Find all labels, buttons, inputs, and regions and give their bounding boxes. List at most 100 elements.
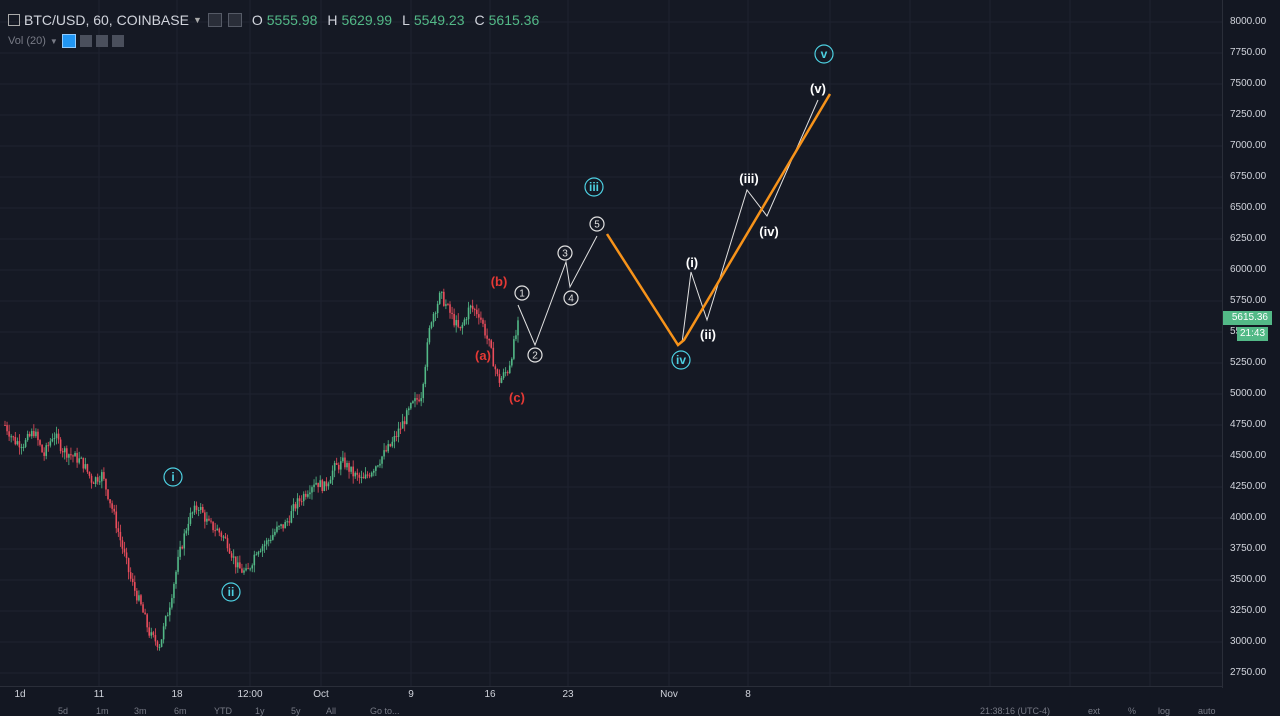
low-value: 5549.23 <box>413 12 465 28</box>
price-tick-label: 3500.00 <box>1230 574 1267 585</box>
candle-body <box>204 512 206 522</box>
time-tick-label: Oct <box>313 689 329 700</box>
candle-body <box>356 472 359 475</box>
range-button[interactable]: 5y <box>291 706 301 716</box>
range-button[interactable]: 1m <box>96 706 109 716</box>
candle-body <box>335 463 338 465</box>
settings-icon[interactable] <box>207 13 222 27</box>
candle-body <box>115 511 118 529</box>
wave-circle <box>563 290 579 306</box>
candle-body <box>302 493 305 502</box>
candles <box>4 288 519 651</box>
current-price-badge: 5615.36 <box>1223 311 1272 325</box>
candle-body <box>405 410 408 425</box>
candle-body <box>352 466 354 477</box>
candle-body <box>144 612 146 615</box>
candle-body <box>381 456 383 464</box>
wave-label: (v) <box>810 81 826 96</box>
candle-body <box>276 526 278 532</box>
candle-body <box>475 309 478 315</box>
candle-body <box>278 525 280 527</box>
candle-body <box>366 474 369 476</box>
eye-icon[interactable] <box>61 34 76 48</box>
candle-body <box>416 398 418 400</box>
candle-body <box>288 521 291 523</box>
candle-body <box>401 421 404 429</box>
candle-body <box>445 304 447 306</box>
candle-body <box>469 305 472 308</box>
candle-body <box>471 305 474 310</box>
time-tick-label: 12:00 <box>237 689 263 700</box>
candle-body <box>154 634 157 642</box>
price-tick-label: 7000.00 <box>1230 140 1267 151</box>
candle-body <box>16 441 19 445</box>
candle-body <box>41 444 43 453</box>
candle-body <box>414 398 416 402</box>
candle-body <box>340 461 342 470</box>
candle-body <box>138 595 140 601</box>
candle-body <box>418 399 420 402</box>
candle-body <box>488 338 490 341</box>
candle-body <box>164 616 167 627</box>
wave-circle <box>557 245 573 261</box>
symbol-title[interactable]: BTC/USD, 60, COINBASE <box>24 12 189 28</box>
candle-body <box>218 528 221 533</box>
candlestick-chart[interactable]: iiiiiiivv12345(a)(b)(c)(i)(ii)(iii)(iv)(… <box>0 0 1222 688</box>
close-icon[interactable] <box>111 35 124 47</box>
candle-body <box>463 319 466 325</box>
range-button[interactable]: 6m <box>174 706 187 716</box>
candle-body <box>55 433 58 438</box>
range-button[interactable]: All <box>326 706 337 716</box>
candle-body <box>76 453 78 463</box>
candle-body <box>82 457 85 469</box>
chevron-down-icon[interactable]: ▼ <box>49 36 58 46</box>
settings-icon[interactable] <box>79 35 92 47</box>
candle-body <box>502 372 505 379</box>
price-tick-label: 5000.00 <box>1230 388 1267 399</box>
chart-option-button[interactable]: % <box>1128 706 1137 716</box>
chevron-down-icon[interactable]: ▼ <box>192 15 202 25</box>
more-icon[interactable] <box>95 35 108 47</box>
candle-body <box>494 366 497 370</box>
candle-body <box>393 436 396 442</box>
time-axis[interactable] <box>0 686 1222 715</box>
candle-body <box>261 546 264 551</box>
candle-body <box>333 463 336 471</box>
projection-white-line <box>681 99 819 344</box>
volume-label[interactable]: Vol (20) <box>8 35 46 47</box>
range-button[interactable]: YTD <box>214 706 232 716</box>
range-button[interactable]: 5d <box>58 706 69 716</box>
candle-body <box>166 615 169 617</box>
price-tick-label: 5250.00 <box>1230 357 1267 368</box>
candle-body <box>315 482 317 485</box>
candle-body <box>90 475 93 483</box>
close-label: C <box>474 12 485 28</box>
open-value: 5555.98 <box>266 12 318 28</box>
candle-body <box>101 472 103 482</box>
candle-body <box>66 448 68 458</box>
candle-body <box>342 457 344 462</box>
candle-body <box>294 504 297 509</box>
chart-option-button[interactable]: auto <box>1198 706 1216 716</box>
candle-body <box>18 441 21 448</box>
price-tick-label: 4750.00 <box>1230 419 1267 430</box>
candle-body <box>206 518 208 522</box>
candle-body <box>70 454 72 456</box>
candle-body <box>440 291 443 293</box>
volume-legend: Vol (20) ▼ <box>8 34 124 48</box>
candle-body <box>251 565 254 569</box>
candle-body <box>304 493 307 497</box>
range-button[interactable]: Go to... <box>370 706 400 716</box>
wave-labels: iiiiiiivv12345(a)(b)(c)(i)(ii)(iii)(iv)(… <box>163 44 834 602</box>
chart-option-button[interactable]: ext <box>1088 706 1101 716</box>
candle-body <box>28 433 31 437</box>
price-axis[interactable] <box>1222 0 1280 688</box>
chart-option-button[interactable]: log <box>1158 706 1171 716</box>
wave-label: iv <box>676 353 686 367</box>
range-button[interactable]: 1y <box>255 706 265 716</box>
range-button[interactable]: 3m <box>134 706 147 716</box>
candle-body <box>389 444 392 447</box>
hide-icon[interactable] <box>227 13 242 27</box>
time-tick-label: Nov <box>660 689 678 700</box>
candle-body <box>412 401 414 403</box>
